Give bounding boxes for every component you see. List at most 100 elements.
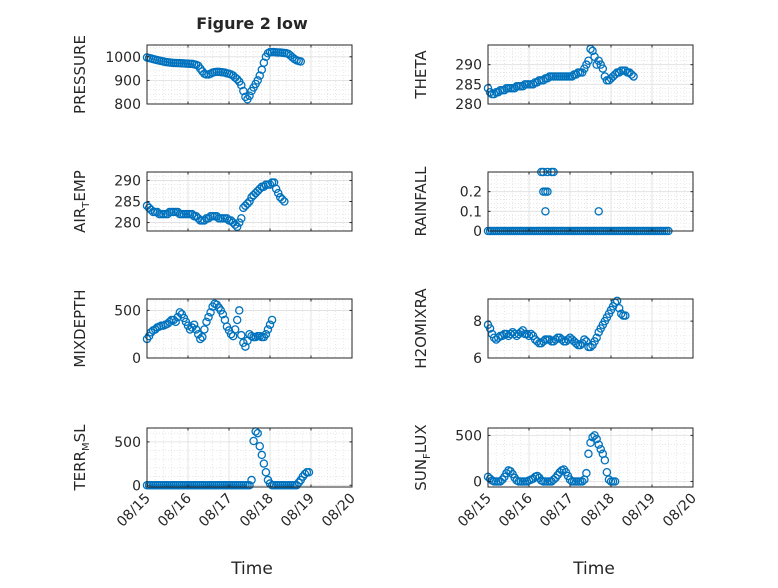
data-point bbox=[185, 325, 195, 334]
data-point bbox=[232, 315, 242, 325]
data-point bbox=[610, 70, 620, 79]
data-point bbox=[292, 481, 301, 490]
x-tick-label: 08/20 bbox=[660, 491, 700, 531]
data-point bbox=[532, 337, 542, 346]
y-axis-label: H2OMIXRA bbox=[412, 288, 430, 369]
data-point bbox=[230, 220, 240, 229]
data-point bbox=[204, 312, 213, 322]
data-point bbox=[259, 459, 269, 468]
y-axis-label: THETA bbox=[412, 50, 430, 100]
y-tick-label: 500 bbox=[455, 428, 482, 444]
data-point bbox=[296, 57, 305, 66]
data-point bbox=[621, 66, 630, 75]
subplot-1: 800 900 1000 PRESSURE bbox=[71, 35, 353, 114]
y-axis-label: MIXDEPTH bbox=[71, 289, 89, 367]
data-point bbox=[485, 324, 495, 333]
x-tick-label: 08/16 bbox=[496, 490, 536, 530]
data-point bbox=[239, 86, 248, 96]
y-tick-label: 0.2 bbox=[460, 185, 482, 201]
data-point bbox=[191, 325, 201, 334]
data-point bbox=[602, 467, 612, 477]
y-tick-label: 0 bbox=[473, 474, 482, 490]
data-point bbox=[232, 74, 242, 84]
data-point bbox=[539, 76, 548, 85]
data-point bbox=[234, 218, 244, 227]
axes-box bbox=[146, 44, 353, 105]
axes-box bbox=[487, 171, 694, 232]
data-point bbox=[598, 64, 608, 73]
data-point bbox=[524, 331, 534, 341]
data-point bbox=[259, 58, 269, 67]
y-axis-label: SUNFLUX bbox=[412, 424, 433, 490]
data-point bbox=[218, 309, 228, 319]
data-point bbox=[588, 46, 597, 56]
data-point bbox=[237, 80, 246, 90]
y-tick-label: 500 bbox=[114, 303, 141, 319]
axes-box bbox=[487, 298, 694, 359]
data-point bbox=[571, 338, 581, 348]
data-point bbox=[294, 478, 303, 487]
data-point bbox=[253, 76, 262, 85]
y-axis-label-part: TERR bbox=[71, 451, 89, 492]
subplot-3: 280 285 290 AIRTEMP bbox=[71, 170, 353, 233]
x-axis-label-right: Time bbox=[572, 559, 615, 579]
data-point bbox=[614, 303, 624, 313]
data-point bbox=[584, 56, 593, 65]
y-tick-label: 285 bbox=[114, 195, 141, 211]
x-tick-label: 08/17 bbox=[537, 491, 577, 531]
data-point bbox=[247, 475, 256, 485]
data-point bbox=[600, 456, 610, 465]
y-tick-label: 500 bbox=[114, 435, 141, 451]
data-point bbox=[198, 332, 207, 342]
axes-box bbox=[487, 427, 694, 488]
data-point bbox=[196, 334, 205, 344]
y-tick-label: 1000 bbox=[105, 50, 141, 66]
data-point bbox=[249, 436, 258, 446]
plot-area bbox=[147, 428, 352, 487]
x-axis-label-left: Time bbox=[230, 559, 273, 579]
x-tick-label: 08/20 bbox=[319, 491, 359, 531]
data-point bbox=[557, 335, 567, 344]
data-point bbox=[222, 214, 232, 223]
data-point bbox=[265, 320, 275, 329]
y-tick-label: 0 bbox=[132, 478, 141, 494]
data-point bbox=[584, 449, 593, 459]
data-point bbox=[627, 70, 636, 79]
y-tick-label: 280 bbox=[114, 216, 141, 232]
data-point bbox=[526, 329, 536, 339]
data-point bbox=[189, 320, 199, 329]
data-point bbox=[304, 467, 314, 477]
data-point bbox=[596, 444, 606, 454]
x-tick-label: 08/19 bbox=[278, 491, 318, 531]
y-axis-label-part: EMP bbox=[71, 170, 89, 201]
data-point bbox=[171, 317, 180, 327]
plot-area bbox=[488, 172, 693, 231]
data-point bbox=[551, 335, 560, 344]
data-point bbox=[230, 325, 240, 334]
data-point bbox=[545, 335, 554, 344]
y-tick-label: 900 bbox=[114, 73, 141, 89]
x-tick-label: 08/16 bbox=[155, 490, 195, 530]
data-point bbox=[567, 72, 577, 81]
data-point bbox=[245, 91, 254, 100]
data-point bbox=[265, 180, 275, 189]
data-point bbox=[592, 333, 601, 342]
y-axis-label-part: LUX bbox=[412, 424, 430, 453]
x-tick-label: 08/19 bbox=[619, 491, 659, 531]
data-point bbox=[243, 199, 252, 208]
y-axis-label-part: SUN bbox=[412, 459, 430, 491]
subplot-6: 6 8 H2OMIXRA bbox=[412, 288, 694, 369]
x-tick-label: 08/17 bbox=[196, 491, 236, 531]
data-point bbox=[586, 342, 595, 352]
y-axis-label-part: AIR bbox=[71, 208, 89, 233]
data-point bbox=[202, 317, 211, 327]
data-point bbox=[485, 87, 495, 97]
y-axis-label-subscript: M bbox=[81, 442, 92, 451]
y-tick-label: 0 bbox=[132, 351, 141, 367]
subplot-2: 280 285 290 THETA bbox=[412, 44, 694, 113]
axes-box bbox=[146, 298, 353, 359]
data-point bbox=[255, 184, 264, 194]
data-point bbox=[187, 209, 197, 219]
